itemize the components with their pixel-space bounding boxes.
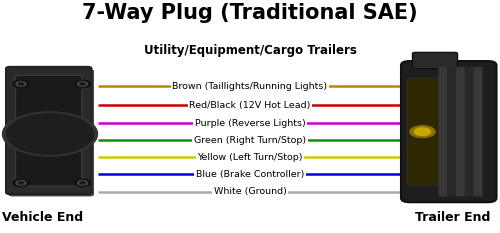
FancyBboxPatch shape	[474, 67, 482, 196]
Circle shape	[6, 114, 94, 154]
Text: 7-Way Plug (Traditional SAE): 7-Way Plug (Traditional SAE)	[82, 3, 418, 24]
Circle shape	[2, 112, 98, 156]
Text: Purple (Reverse Lights): Purple (Reverse Lights)	[194, 119, 306, 127]
Circle shape	[18, 83, 24, 85]
Circle shape	[414, 128, 430, 135]
Text: Green (Right Turn/Stop): Green (Right Turn/Stop)	[194, 136, 306, 145]
FancyBboxPatch shape	[401, 61, 496, 202]
Circle shape	[410, 126, 435, 137]
Circle shape	[78, 82, 88, 86]
FancyBboxPatch shape	[6, 67, 91, 194]
Circle shape	[13, 80, 29, 88]
Circle shape	[18, 182, 24, 184]
Circle shape	[74, 179, 90, 187]
Text: White (Ground): White (Ground)	[214, 187, 286, 196]
Circle shape	[78, 181, 88, 185]
FancyBboxPatch shape	[8, 69, 94, 196]
Circle shape	[74, 80, 90, 88]
Text: Red/Black (12V Hot Lead): Red/Black (12V Hot Lead)	[190, 101, 310, 110]
FancyBboxPatch shape	[16, 75, 82, 186]
Text: Trailer End: Trailer End	[415, 211, 490, 224]
Text: Blue (Brake Controller): Blue (Brake Controller)	[196, 170, 304, 179]
Circle shape	[80, 83, 85, 85]
FancyBboxPatch shape	[408, 78, 440, 185]
Text: Utility/Equipment/Cargo Trailers: Utility/Equipment/Cargo Trailers	[144, 44, 356, 57]
Circle shape	[16, 82, 26, 86]
Circle shape	[13, 179, 29, 187]
FancyBboxPatch shape	[464, 67, 473, 196]
Text: Brown (Taillights/Running Lights): Brown (Taillights/Running Lights)	[172, 82, 328, 91]
Circle shape	[80, 182, 85, 184]
Circle shape	[16, 181, 26, 185]
Text: Vehicle End: Vehicle End	[2, 211, 83, 224]
FancyBboxPatch shape	[448, 67, 456, 196]
Text: Yellow (Left Turn/Stop): Yellow (Left Turn/Stop)	[197, 153, 303, 162]
FancyBboxPatch shape	[412, 52, 458, 69]
FancyBboxPatch shape	[456, 67, 465, 196]
FancyBboxPatch shape	[438, 67, 448, 196]
